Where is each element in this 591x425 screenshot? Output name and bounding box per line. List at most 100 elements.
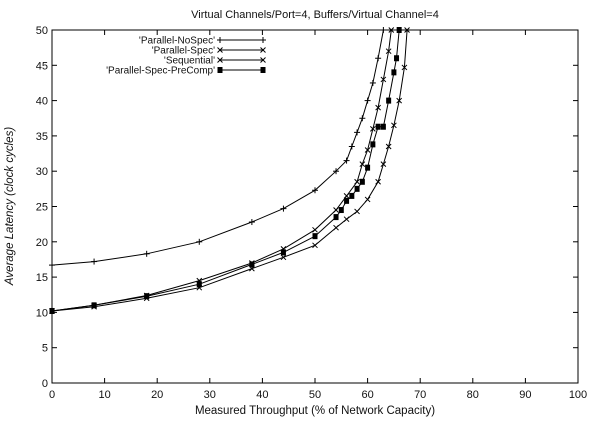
y-tick-label: 30 (36, 166, 48, 178)
x-tick-label: 70 (414, 389, 426, 401)
y-tick-label: 20 (36, 237, 48, 249)
data-point (380, 123, 386, 130)
legend-label: 'Parallel-Spec-PreComp' (106, 66, 215, 77)
data-point (260, 67, 266, 73)
data-point (394, 55, 400, 62)
data-point (312, 187, 318, 194)
series-line (51, 29, 400, 312)
data-point (249, 261, 255, 268)
y-tick-label: 45 (36, 60, 48, 72)
data-point (260, 57, 266, 63)
data-point (375, 178, 381, 185)
x-tick-label: 50 (309, 389, 321, 401)
data-point (217, 57, 223, 63)
data-point (333, 214, 339, 221)
y-tick-label: 5 (42, 343, 48, 355)
data-point (217, 37, 223, 43)
data-point (143, 250, 150, 257)
data-point (391, 122, 397, 129)
x-tick-label: 90 (519, 389, 531, 401)
x-tick-label: 20 (151, 389, 163, 401)
data-point (333, 224, 339, 231)
legend-item: 'Parallel-Spec' (152, 46, 266, 57)
data-point (364, 147, 371, 153)
data-point (370, 125, 376, 132)
data-point (396, 97, 403, 104)
data-point (333, 207, 339, 213)
data-point (280, 205, 287, 212)
series-3 (49, 27, 402, 314)
data-point (370, 141, 376, 148)
legend-item: 'Parallel-NoSpec' (139, 36, 266, 47)
data-point (248, 219, 255, 226)
data-point (217, 67, 223, 73)
data-point (375, 55, 382, 62)
data-point (396, 27, 402, 33)
data-point (354, 178, 360, 185)
data-point (369, 79, 376, 86)
data-point (364, 97, 371, 104)
data-point (349, 192, 355, 199)
data-point (354, 208, 360, 215)
x-tick-label: 100 (569, 389, 587, 401)
legend-item: 'Parallel-Spec-PreComp' (106, 66, 266, 77)
data-point (196, 281, 202, 288)
y-axis-ticks: 0 5 10 15 20 25 30 35 40 45 50 (36, 25, 578, 390)
y-tick-label: 35 (36, 131, 48, 143)
series-line (51, 29, 408, 312)
legend-label: 'Sequential' (164, 56, 215, 67)
y-tick-label: 50 (36, 25, 48, 37)
data-point (260, 47, 266, 53)
data-point (375, 104, 381, 111)
x-tick-label: 30 (204, 389, 216, 401)
data-point (359, 115, 366, 122)
x-tick-label: 10 (98, 389, 110, 401)
data-point (359, 161, 366, 167)
data-point (385, 48, 392, 55)
plot-frame (51, 29, 579, 384)
data-point (365, 164, 371, 171)
data-point (144, 293, 150, 300)
x-axis-label: Measured Throughput (% of Network Capaci… (195, 405, 435, 417)
series-layer (49, 27, 410, 314)
data-point (338, 207, 344, 214)
data-point (380, 161, 387, 167)
data-point (49, 262, 55, 269)
y-tick-label: 40 (36, 96, 48, 108)
data-point (91, 302, 97, 309)
series-line (51, 29, 384, 266)
data-point (333, 168, 340, 175)
x-tick-label: 60 (361, 389, 373, 401)
data-point (280, 254, 287, 261)
legend: 'Parallel-NoSpec''Parallel-Spec''Sequent… (106, 36, 266, 77)
data-point (385, 143, 392, 150)
series-0 (49, 27, 387, 269)
chart-title: Virtual Channels/Port=4, Buffers/Virtual… (191, 9, 439, 21)
data-point (343, 157, 350, 164)
data-point (344, 197, 350, 204)
y-axis-label: Average Latency (clock cycles) (4, 127, 16, 286)
data-point (343, 216, 350, 223)
data-point (312, 242, 318, 249)
data-point (388, 27, 395, 33)
y-tick-label: 10 (36, 307, 48, 319)
data-point (260, 37, 266, 43)
data-point (217, 47, 223, 53)
data-point (280, 249, 286, 256)
data-point (196, 238, 203, 245)
data-point (49, 307, 55, 314)
data-point (91, 258, 98, 265)
x-tick-label: 80 (467, 389, 479, 401)
data-point (348, 143, 355, 150)
legend-label: 'Parallel-Spec' (152, 46, 215, 57)
data-point (312, 226, 318, 233)
data-point (354, 185, 360, 192)
data-point (380, 27, 387, 33)
x-tick-label: 0 (49, 389, 55, 401)
data-point (386, 97, 392, 104)
data-point (404, 27, 410, 33)
data-point (401, 64, 408, 71)
y-tick-label: 0 (42, 378, 48, 390)
data-point (359, 178, 365, 185)
